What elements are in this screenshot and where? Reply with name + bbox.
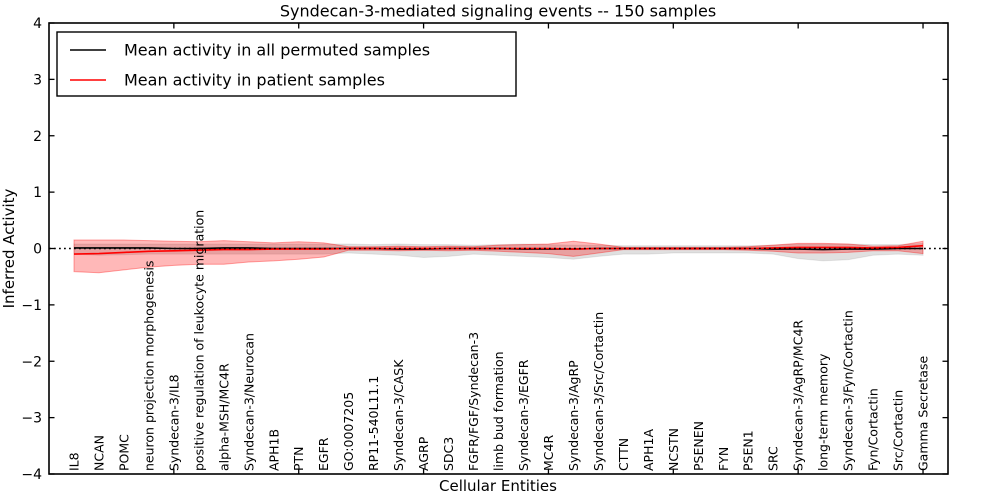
x-category-label: AGRP (416, 436, 431, 471)
series-lines (49, 244, 948, 255)
y-tick-label: −4 (21, 467, 42, 483)
x-category-label: EGFR (316, 437, 331, 471)
y-tick-label: 2 (33, 129, 42, 145)
y-tick-labels: 4 3 2 1 0 −1 −2 −3 −4 (21, 16, 42, 483)
x-category-label: Syndecan-3/IL8 (166, 374, 181, 471)
legend-label-permuted: Mean activity in all permuted samples (124, 41, 430, 60)
x-category-label: MC4R (541, 435, 556, 471)
y-tick-label: 3 (33, 72, 42, 88)
x-axis-label: Cellular Entities (439, 477, 557, 495)
x-category-label: long-term memory (816, 353, 831, 471)
x-category-label: FGFR/FGF/Syndecan-3 (466, 332, 481, 471)
y-tick-label: 4 (33, 16, 42, 32)
x-category-label: Syndecan-3/AgRP/MC4R (791, 320, 806, 471)
x-category-label: NCAN (91, 435, 106, 471)
x-category-label: APH1A (641, 429, 656, 471)
x-category-label: SDC3 (441, 437, 456, 471)
x-category-label: Syndecan-3/EGFR (516, 359, 531, 471)
patient-mean-line (73, 244, 924, 255)
x-category-label: neuron projection morphogenesis (141, 260, 156, 471)
x-category-label: PSEN1 (741, 430, 756, 471)
chart-title: Syndecan-3-mediated signaling events -- … (280, 2, 716, 21)
x-category-label: IL8 (67, 452, 82, 471)
legend-box (56, 31, 517, 97)
x-category-label: RP11-540L11.1 (366, 376, 381, 471)
x-category-label: positive regulation of leukocyte migrati… (191, 210, 206, 471)
x-category-label: Syndecan-3/Fyn/Cortactin (841, 310, 856, 471)
legend: Mean activity in all permuted samples Me… (56, 31, 517, 97)
x-category-label: GO:0007205 (341, 392, 356, 471)
legend-label-patient: Mean activity in patient samples (124, 71, 385, 90)
y-tick-label: −3 (21, 411, 42, 427)
y-axis-label: Inferred Activity (0, 188, 18, 308)
x-category-label: Fyn/Cortactin (866, 388, 881, 471)
x-category-label: Gamma Secretase (916, 356, 931, 471)
x-category-label: PTN (291, 446, 306, 471)
x-category-label: Syndecan-3/CASK (391, 359, 406, 471)
y-tick-label: 0 (33, 242, 42, 258)
x-category-label: Src/Cortactin (891, 390, 906, 471)
x-category-label: alpha-MSH/MC4R (216, 363, 231, 471)
x-category-label: Syndecan-3/AgRP (566, 360, 581, 471)
y-tick-label: −2 (21, 354, 42, 370)
x-category-label: SRC (766, 446, 781, 471)
x-category-label: NCSTN (666, 428, 681, 471)
x-category-label: CTTN (616, 438, 631, 471)
x-category-label: Syndecan-3/Src/Cortactin (591, 312, 606, 471)
x-category-label: POMC (116, 434, 131, 471)
x-category-labels: IL8 NCAN POMC neuron projection morphogenes… (67, 210, 931, 471)
x-category-label: FYN (716, 447, 731, 471)
x-category-label: PSENEN (691, 421, 706, 471)
x-category-label: limb bud formation (491, 351, 506, 471)
x-category-label: APH1B (266, 429, 281, 471)
axis-ticks (49, 22, 948, 475)
y-tick-label: −1 (21, 298, 42, 314)
x-category-label: Syndecan-3/Neurocan (241, 333, 256, 471)
y-tick-label: 1 (33, 185, 42, 201)
